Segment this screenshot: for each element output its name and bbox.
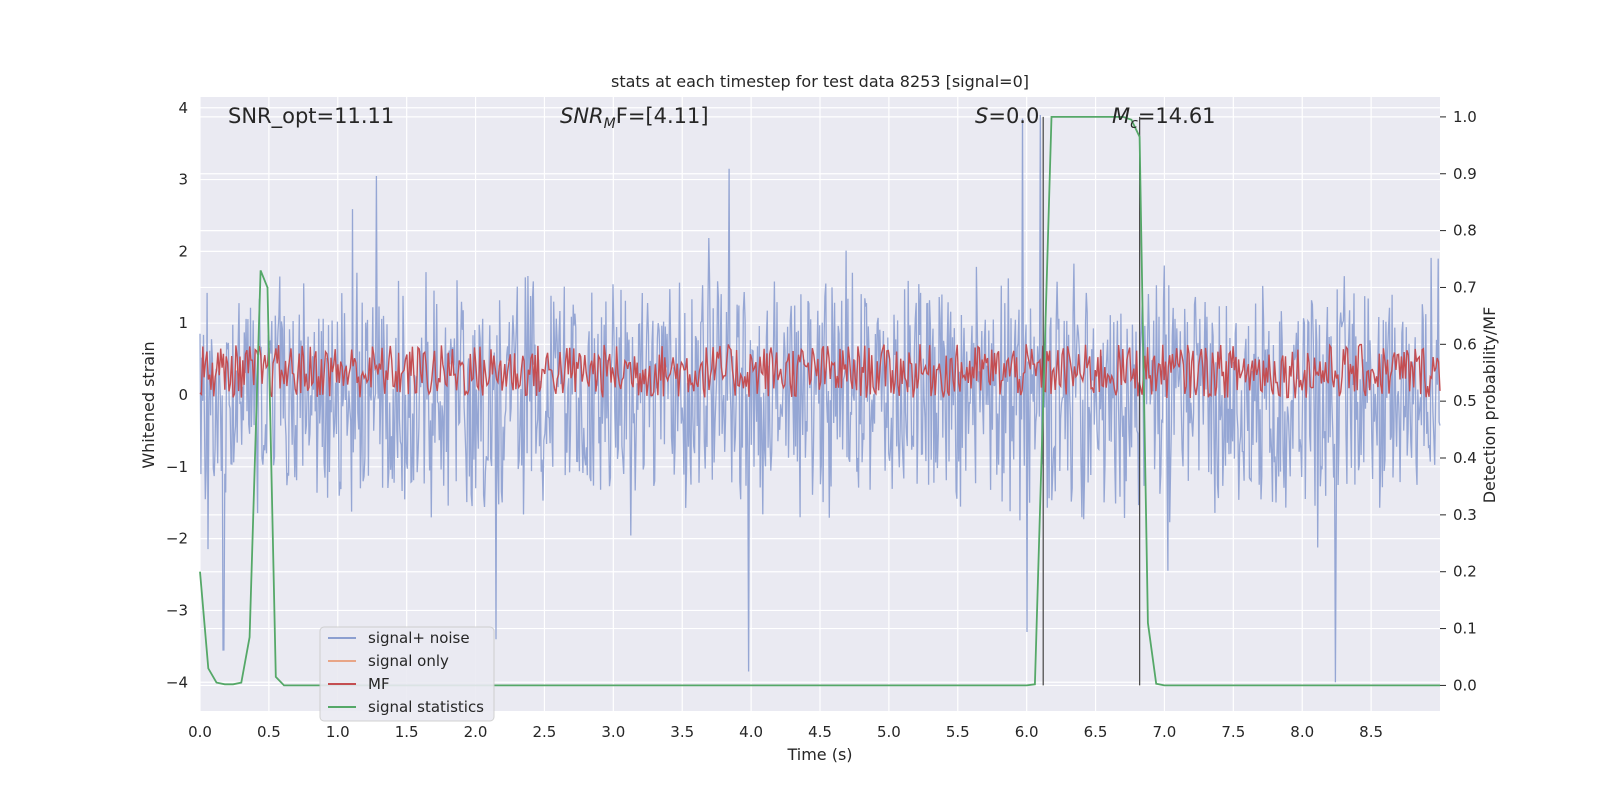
y2-tick-label: 0.2 xyxy=(1453,563,1477,581)
x-tick-label: 1.0 xyxy=(326,723,350,741)
x-tick-label: 4.5 xyxy=(808,723,832,741)
y2-axis-label: Detection probability/MF xyxy=(1480,307,1499,504)
legend-label-signal-statistics: signal statistics xyxy=(368,698,484,716)
mf-series xyxy=(199,343,1441,399)
x-tick-label: 1.5 xyxy=(395,723,419,741)
signal-statistics-series xyxy=(199,116,1440,687)
y-tick-label: −2 xyxy=(166,530,188,548)
y2-ticks: 1.0 0.9 0.8 0.7 0.6 0.5 0.4 0.3 0.2 0.1 0.0 xyxy=(1440,108,1477,694)
mc-var: M xyxy=(1112,104,1130,128)
mc-annotation: Mc=14.61 xyxy=(1112,104,1216,132)
x-tick-label: 3.5 xyxy=(670,723,694,741)
y2-tick-label: 0.5 xyxy=(1453,392,1477,410)
y2-tick-label: 0.3 xyxy=(1453,506,1477,524)
x-tick-label: 0.5 xyxy=(257,723,281,741)
y2-tick-label: 0.6 xyxy=(1453,335,1477,353)
y-tick-label: −4 xyxy=(166,673,188,691)
x-tick-label: 6.5 xyxy=(1084,723,1108,741)
x-axis-label: Time (s) xyxy=(786,745,852,764)
x-tick-label: 3.0 xyxy=(601,723,625,741)
x-tick-label: 2.0 xyxy=(464,723,488,741)
x-tick-label: 7.5 xyxy=(1221,723,1245,741)
y2-tick-label: 0.7 xyxy=(1453,278,1477,296)
y-tick-label: −3 xyxy=(166,601,188,619)
x-ticks: 0.0 0.5 1.0 1.5 2.0 2.5 3.0 3.5 4.0 4.5 5.0 5.5 6.0 6… xyxy=(188,723,1383,741)
s-annotation: S=0.0 xyxy=(975,104,1039,128)
y-tick-label: −1 xyxy=(166,458,188,476)
snr-opt-annotation: SNR_opt=11.11 xyxy=(228,104,394,129)
x-tick-label: 0.0 xyxy=(188,723,212,741)
y2-tick-label: 0.1 xyxy=(1453,620,1477,638)
signal-noise-series xyxy=(199,114,1441,683)
y-tick-label: 2 xyxy=(178,242,188,260)
chart-title: stats at each timestep for test data 825… xyxy=(611,72,1029,91)
s-var: S xyxy=(975,104,988,128)
y2-tick-label: 0.8 xyxy=(1453,222,1477,240)
snr-mf-main: SNR xyxy=(560,104,604,128)
signal-statistics-line xyxy=(199,116,1440,687)
x-tick-label: 7.0 xyxy=(1153,723,1177,741)
signal-noise-line xyxy=(199,114,1441,683)
legend: signal+ noise signal only MF signal stat… xyxy=(319,626,495,722)
x-tick-label: 8.5 xyxy=(1359,723,1383,741)
y2-tick-label: 1.0 xyxy=(1453,108,1477,126)
x-tick-label: 5.0 xyxy=(877,723,901,741)
y2-tick-label: 0.4 xyxy=(1453,449,1477,467)
mf-line xyxy=(199,343,1441,399)
x-tick-label: 2.5 xyxy=(533,723,557,741)
x-tick-label: 4.0 xyxy=(739,723,763,741)
y-axis-label: Whitened strain xyxy=(139,341,158,468)
x-tick-label: 8.0 xyxy=(1290,723,1314,741)
legend-label-mf: MF xyxy=(368,675,390,693)
x-tick-label: 5.5 xyxy=(946,723,970,741)
y-tick-label: 0 xyxy=(178,386,188,404)
y-ticks: 4 3 2 1 0 −1 −2 −3 −4 xyxy=(166,99,188,692)
x-tick-label: 6.0 xyxy=(1015,723,1039,741)
y-tick-label: 4 xyxy=(178,99,188,117)
y-tick-label: 1 xyxy=(178,314,188,332)
y-tick-label: 3 xyxy=(178,171,188,189)
legend-label-signal-noise: signal+ noise xyxy=(368,629,470,647)
y2-tick-label: 0.0 xyxy=(1453,676,1477,694)
legend-label-signal-only: signal only xyxy=(368,652,449,670)
mc-sub: c xyxy=(1130,116,1138,132)
y2-tick-label: 0.9 xyxy=(1453,165,1477,183)
snr-mf-rest: F=[4.11] xyxy=(616,104,709,128)
snr-mf-annotation: SNRMF=[4.11] xyxy=(560,104,709,132)
s-rest: =0.0 xyxy=(988,104,1039,128)
legend-box xyxy=(319,626,495,722)
snr-mf-sub: M xyxy=(604,116,616,132)
mc-rest: =14.61 xyxy=(1138,104,1216,128)
